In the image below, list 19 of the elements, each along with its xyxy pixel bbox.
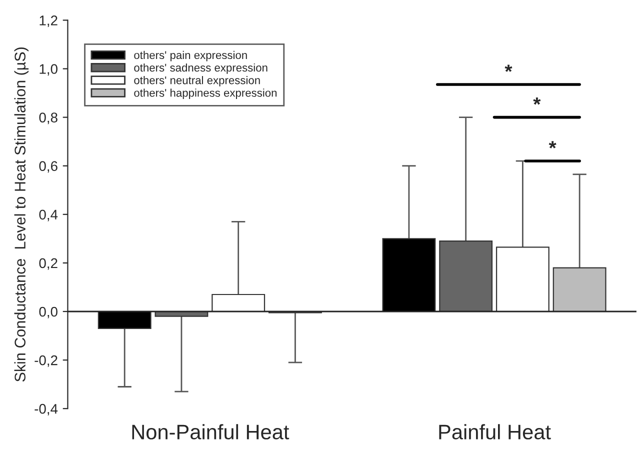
y-tick-label: 1,0 — [40, 64, 58, 76]
y-tick-label: 0,2 — [39, 258, 58, 270]
annotation: * — [548, 141, 556, 148]
x-tick-label: Non-Painful Heat — [132, 424, 290, 440]
y-tick-label: 0,6 — [39, 161, 58, 173]
annotation: * — [533, 97, 541, 105]
y-tick-label: -0,4 — [34, 404, 58, 416]
y-tick-label: 1,2 — [40, 16, 58, 28]
y-tick-label: -0,2 — [34, 355, 58, 367]
y-axis-title: Skin Conductance Level to Heat Stimulation (µS) — [14, 47, 29, 382]
y-tick-label: 0,8 — [39, 112, 58, 124]
legend-label: others' neutral expression — [134, 76, 260, 86]
legend-label: others' sadness expression — [134, 63, 268, 74]
legend-label: others' happiness expression — [134, 88, 277, 99]
y-tick-label: 0,0 — [39, 306, 58, 318]
legend-label: others' pain expression — [134, 50, 247, 62]
x-tick-label: Painful Heat — [439, 424, 551, 440]
y-tick-label: 0,4 — [39, 210, 58, 222]
annotation: * — [504, 64, 512, 72]
